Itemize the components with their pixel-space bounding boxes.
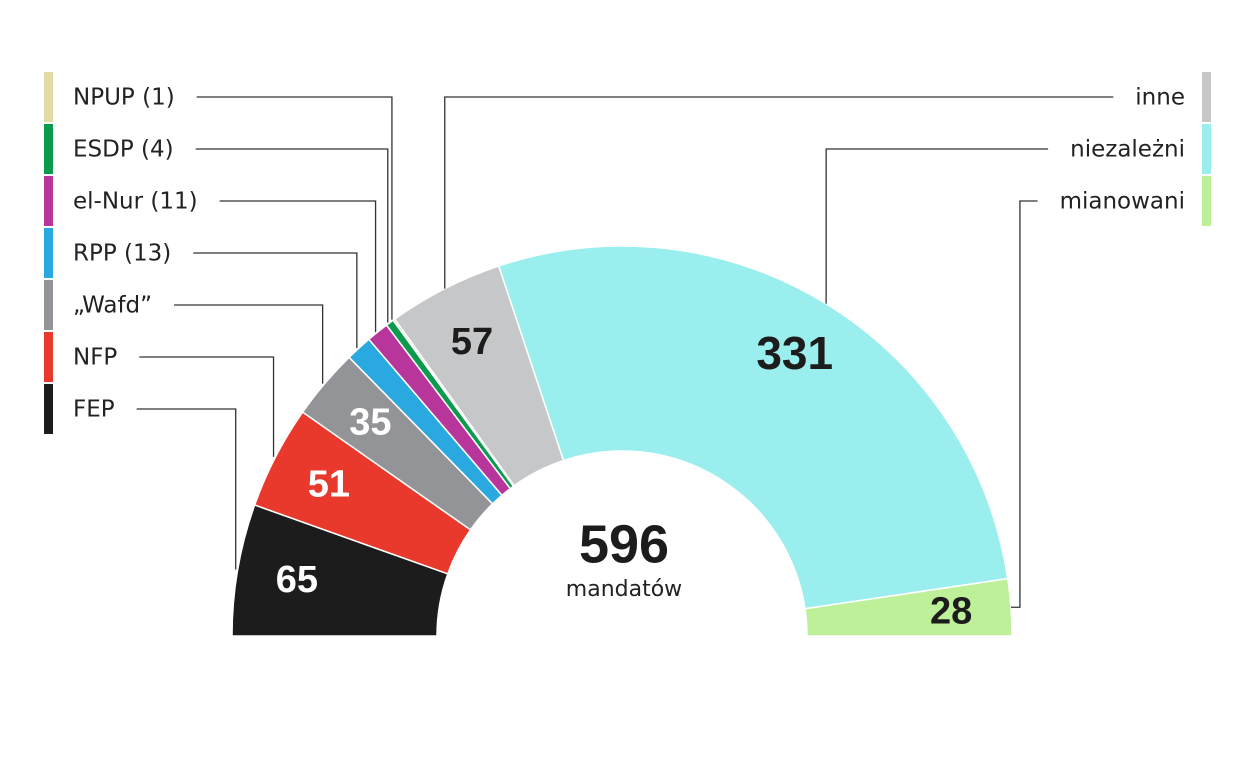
legend-label: ESDP (4) — [73, 137, 174, 163]
legend-label: el-Nur (11) — [73, 189, 198, 215]
leader-line — [193, 252, 358, 349]
legend-swatch — [1202, 72, 1211, 122]
legend-swatch — [44, 228, 53, 278]
leader-line — [1010, 200, 1038, 608]
data-label: 28 — [930, 591, 972, 633]
seat-segment — [804, 577, 1013, 637]
legend-swatch — [44, 176, 53, 226]
leader-line — [196, 96, 393, 320]
leader-line — [139, 356, 275, 457]
legend-swatch — [44, 72, 53, 122]
data-label: 51 — [308, 464, 350, 506]
legend-label: NPUP (1) — [73, 85, 175, 111]
leader-line — [136, 408, 237, 570]
legend-swatch — [1202, 176, 1211, 226]
leader-line — [444, 96, 1114, 289]
leader-line — [174, 304, 324, 384]
legend-label: „Wafd” — [73, 293, 152, 319]
leader-line — [825, 148, 1049, 304]
data-label: 35 — [349, 402, 391, 444]
seat-segment — [497, 245, 1009, 610]
legend-label: RPP (13) — [73, 241, 171, 267]
legend-label: FEP — [73, 397, 115, 423]
legend-swatch — [44, 124, 53, 174]
legend-swatch — [44, 332, 53, 382]
legend-label: NFP — [73, 345, 117, 371]
legend-label: mianowani — [1060, 189, 1185, 215]
data-label: 65 — [276, 559, 318, 601]
data-label: 331 — [756, 327, 833, 379]
leader-line — [195, 148, 389, 323]
data-label: 57 — [451, 321, 493, 363]
legend-swatch — [44, 280, 53, 330]
total-value: 596 — [579, 514, 669, 574]
legend-label: niezależni — [1070, 137, 1185, 163]
legend-label: inne — [1135, 85, 1185, 111]
total-label: mandatów — [566, 577, 682, 602]
legend-swatch — [1202, 124, 1211, 174]
leader-line — [219, 200, 377, 333]
legend-swatch — [44, 384, 53, 434]
